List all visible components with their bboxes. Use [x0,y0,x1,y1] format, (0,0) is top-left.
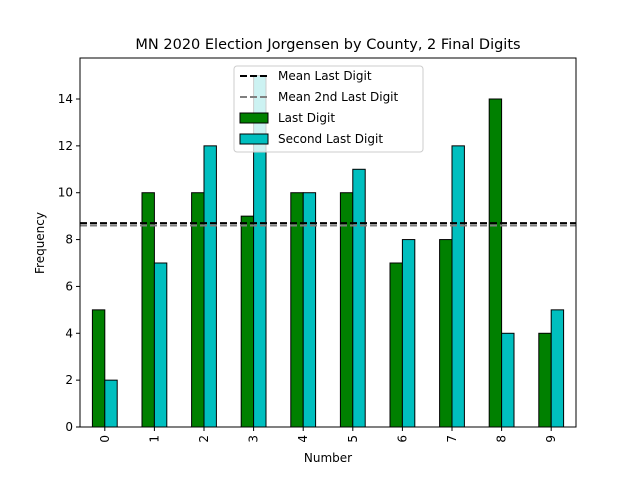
x-tick-label-3: 3 [247,435,261,443]
x-tick-label-1: 1 [147,435,161,443]
bar-second-last-digit-8 [501,332,515,428]
bar-second-last-digit-4 [302,192,317,428]
bar-second-last-digit-6 [401,239,416,428]
legend-swatch-second-last-digit [239,133,269,145]
y-tick-label-2: 2 [65,373,73,387]
x-tick-label-4: 4 [296,435,310,443]
bar-second-last-digit-5 [352,168,366,428]
bar-last-digit-1 [141,192,155,428]
legend: Mean Last Digit Mean 2nd Last Digit Last D… [233,65,424,153]
bar-last-digit-2 [191,192,205,428]
bar-last-digit-7 [439,239,453,428]
chart-title: MN 2020 Election Jorgensen by County, 2 … [135,37,520,53]
bar-second-last-digit-2 [203,145,217,428]
x-tick-label-0: 0 [98,435,112,443]
legend-label-second-last-digit: Second Last Digit [278,132,383,146]
x-tick-label-6: 6 [395,435,409,443]
y-tick-label-8: 8 [65,233,73,247]
bar-second-last-digit-7 [451,145,465,428]
x-tick-label-9: 9 [544,435,558,443]
bar-last-digit-6 [389,262,403,428]
bar-last-digit-0 [91,309,106,428]
x-tick-label-2: 2 [197,435,211,443]
y-tick-label-6: 6 [65,279,73,293]
legend-box [233,65,424,153]
bar-second-last-digit-9 [550,309,565,428]
bar-second-last-digit-0 [104,379,118,428]
bar-last-digit-9 [538,332,552,428]
bar-last-digit-4 [290,192,304,428]
x-tick-label-8: 8 [495,435,509,443]
y-tick-label-12: 12 [58,139,73,153]
x-tick-label-7: 7 [445,435,459,443]
bar-last-digit-8 [488,98,503,428]
legend-swatch-last-digit [239,112,269,124]
legend-label-mean-second-last-digit: Mean 2nd Last Digit [278,90,399,104]
bar-last-digit-5 [339,192,354,428]
bar-second-last-digit-1 [153,262,168,428]
y-axis-label: Frequency [33,212,47,274]
legend-label-mean-last-digit: Mean Last Digit [278,69,372,83]
axes-frame [79,57,577,428]
legend-label-last-digit: Last Digit [278,111,335,125]
x-axis-label: Number [304,451,352,465]
y-tick-label-4: 4 [65,326,73,340]
y-tick-label-10: 10 [58,186,73,200]
bar-last-digit-3 [240,215,255,428]
y-tick-label-0: 0 [65,420,73,434]
x-tick-label-5: 5 [346,435,360,443]
y-tick-label-14: 14 [58,92,73,106]
